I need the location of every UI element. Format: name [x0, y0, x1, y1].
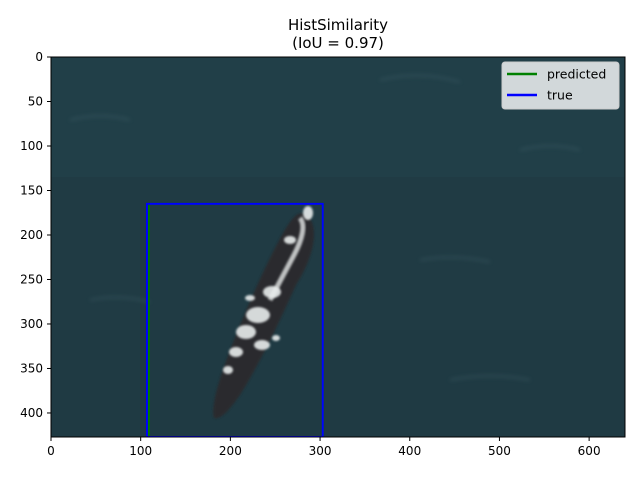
x-axis: 0 100 200 300 400 500 600 [47, 437, 601, 458]
legend-label-true: true [547, 88, 573, 103]
x-tick-label: 0 [47, 444, 55, 458]
y-axis: 0 50 100 150 200 250 300 350 400 [20, 50, 51, 420]
chart-title-line1: HistSimilarity [288, 16, 388, 34]
bbox-true [145, 202, 324, 437]
y-tick-label: 400 [20, 406, 43, 420]
bbox-layer [145, 202, 324, 437]
x-tick-label: 500 [488, 444, 511, 458]
x-tick-label: 200 [219, 444, 242, 458]
ocean-shade-bottom [51, 330, 625, 437]
y-tick-label: 350 [20, 361, 43, 375]
whale [213, 206, 315, 419]
x-tick-label: 100 [129, 444, 152, 458]
y-tick-label: 50 [28, 94, 43, 108]
y-tick-label: 100 [20, 139, 43, 153]
legend-label-predicted: predicted [547, 67, 606, 82]
y-tick-label: 0 [35, 50, 43, 64]
x-tick-label: 400 [398, 444, 421, 458]
y-tick-label: 200 [20, 228, 43, 242]
background-photo [51, 57, 625, 437]
y-tick-label: 150 [20, 183, 43, 197]
y-tick-label: 250 [20, 272, 43, 286]
x-tick-label: 600 [578, 444, 601, 458]
x-tick-label: 300 [309, 444, 332, 458]
ocean-ripples [69, 74, 581, 381]
axes-frame [50, 56, 626, 438]
y-tick-label: 300 [20, 317, 43, 331]
chart-title-line2: (IoU = 0.97) [292, 34, 384, 52]
legend: predicted true [501, 61, 620, 110]
